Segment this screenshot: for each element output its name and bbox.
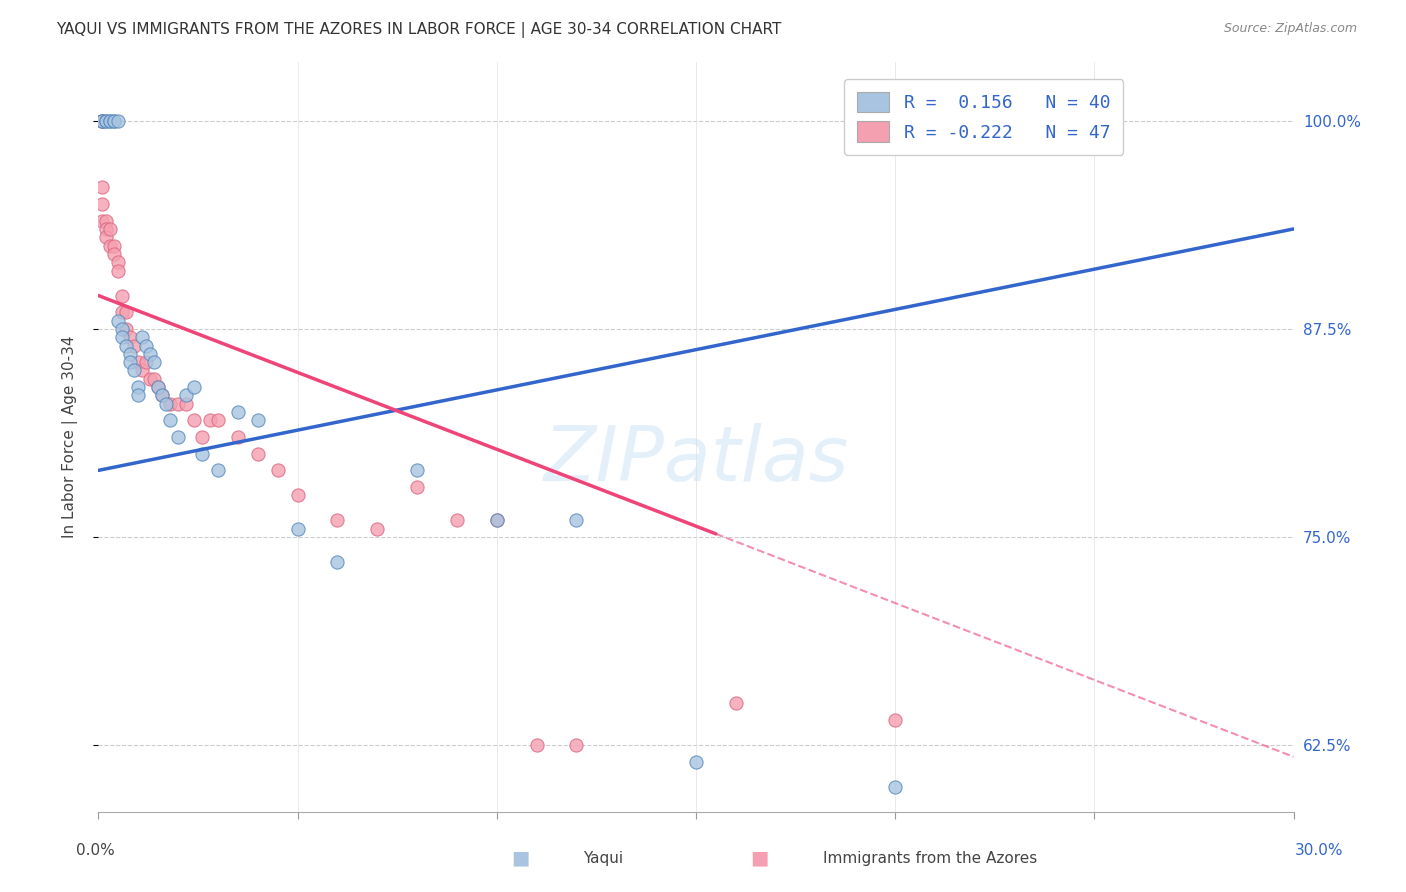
- Point: [884, 780, 907, 794]
- Point: [159, 397, 181, 411]
- Point: [111, 288, 134, 302]
- Point: [91, 113, 114, 128]
- Legend: R =  0.156   N = 40, R = -0.222   N = 47: R = 0.156 N = 40, R = -0.222 N = 47: [845, 79, 1123, 155]
- Point: [148, 380, 170, 394]
- Point: [287, 488, 309, 502]
- Text: ■: ■: [510, 848, 530, 868]
- Point: [111, 305, 134, 319]
- Point: [226, 405, 249, 419]
- Point: [143, 372, 166, 386]
- Text: YAQUI VS IMMIGRANTS FROM THE AZORES IN LABOR FORCE | AGE 30-34 CORRELATION CHART: YAQUI VS IMMIGRANTS FROM THE AZORES IN L…: [56, 22, 782, 38]
- Point: [96, 213, 118, 227]
- Point: [96, 222, 118, 236]
- Point: [884, 713, 907, 727]
- Point: [124, 363, 146, 377]
- Point: [111, 330, 134, 344]
- Point: [207, 463, 229, 477]
- Point: [246, 447, 269, 461]
- Point: [120, 330, 142, 344]
- Point: [131, 363, 153, 377]
- Point: [115, 338, 138, 352]
- Point: [155, 397, 177, 411]
- Point: [191, 447, 214, 461]
- Point: [366, 522, 388, 536]
- Point: [159, 413, 181, 427]
- Text: Immigrants from the Azores: Immigrants from the Azores: [823, 851, 1036, 865]
- Text: Source: ZipAtlas.com: Source: ZipAtlas.com: [1223, 22, 1357, 36]
- Point: [103, 247, 125, 261]
- Point: [91, 113, 114, 128]
- Point: [96, 113, 118, 128]
- Point: [485, 513, 508, 527]
- Point: [91, 180, 114, 194]
- Point: [135, 355, 157, 369]
- Text: ZIPatlas: ZIPatlas: [543, 423, 849, 497]
- Point: [115, 322, 138, 336]
- Point: [98, 113, 122, 128]
- Point: [565, 738, 588, 752]
- Point: [406, 480, 429, 494]
- Point: [150, 388, 173, 402]
- Point: [326, 513, 349, 527]
- Point: [103, 113, 125, 128]
- Point: [115, 305, 138, 319]
- Point: [98, 113, 122, 128]
- Point: [107, 113, 129, 128]
- Point: [485, 513, 508, 527]
- Point: [107, 263, 129, 277]
- Point: [246, 413, 269, 427]
- Text: 30.0%: 30.0%: [1295, 843, 1343, 858]
- Point: [131, 330, 153, 344]
- Point: [526, 738, 548, 752]
- Point: [174, 388, 197, 402]
- Point: [287, 522, 309, 536]
- Point: [111, 322, 134, 336]
- Point: [685, 755, 707, 769]
- Point: [183, 380, 205, 394]
- Point: [139, 347, 162, 361]
- Point: [724, 697, 747, 711]
- Point: [124, 338, 146, 352]
- Point: [326, 555, 349, 569]
- Point: [98, 222, 122, 236]
- Point: [198, 413, 221, 427]
- Text: Yaqui: Yaqui: [583, 851, 624, 865]
- Point: [127, 355, 149, 369]
- Point: [174, 397, 197, 411]
- Point: [107, 255, 129, 269]
- Text: 0.0%: 0.0%: [76, 843, 115, 858]
- Point: [167, 430, 190, 444]
- Point: [565, 513, 588, 527]
- Point: [103, 238, 125, 252]
- Point: [91, 113, 114, 128]
- Point: [127, 388, 149, 402]
- Point: [120, 347, 142, 361]
- Point: [143, 355, 166, 369]
- Point: [120, 355, 142, 369]
- Point: [139, 372, 162, 386]
- Point: [127, 380, 149, 394]
- Point: [91, 197, 114, 211]
- Point: [406, 463, 429, 477]
- Point: [96, 113, 118, 128]
- Point: [98, 238, 122, 252]
- Point: [183, 413, 205, 427]
- Point: [207, 413, 229, 427]
- Point: [226, 430, 249, 444]
- Text: ■: ■: [749, 848, 769, 868]
- Point: [107, 313, 129, 327]
- Point: [91, 213, 114, 227]
- Y-axis label: In Labor Force | Age 30-34: In Labor Force | Age 30-34: [62, 335, 77, 539]
- Point: [150, 388, 173, 402]
- Point: [267, 463, 290, 477]
- Point: [103, 113, 125, 128]
- Point: [96, 230, 118, 244]
- Point: [167, 397, 190, 411]
- Point: [446, 513, 468, 527]
- Point: [135, 338, 157, 352]
- Point: [148, 380, 170, 394]
- Point: [91, 113, 114, 128]
- Point: [191, 430, 214, 444]
